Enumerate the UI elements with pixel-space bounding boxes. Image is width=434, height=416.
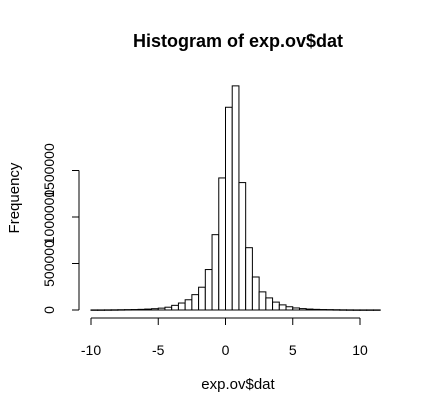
chart-title: Histogram of exp.ov$dat — [133, 31, 343, 51]
histogram-bar-12 — [171, 304, 179, 311]
x-tick-label-2: 0 — [222, 342, 230, 358]
x-tick-label-1: -5 — [152, 342, 165, 358]
y-tick-label-2: 1000000 — [41, 190, 57, 245]
y-tick-label-0: 0 — [41, 306, 57, 314]
histogram-bar-11 — [164, 306, 173, 311]
histogram-bar-21 — [231, 85, 240, 311]
histogram-bar-13 — [177, 302, 186, 311]
histogram-bar-31 — [298, 308, 307, 311]
x-tick-label-4: 10 — [352, 342, 368, 358]
histogram-bar-27 — [272, 301, 280, 311]
x-axis-label: exp.ov$dat — [201, 376, 275, 393]
histogram-bar-17 — [204, 269, 213, 311]
histogram-bar-14 — [184, 299, 193, 311]
histogram-bar-10 — [157, 307, 166, 311]
histogram-bar-30 — [292, 307, 300, 311]
y-tick-label-1: 500000 — [41, 240, 57, 287]
x-axis: -10 -5 0 5 10 — [81, 317, 368, 358]
histogram-bar-33 — [312, 308, 321, 311]
histogram-bar-28 — [278, 304, 287, 311]
histogram-bar-22 — [238, 182, 247, 311]
histogram-bars — [90, 85, 381, 311]
y-axis-label: Frequency — [6, 162, 23, 233]
histogram-bar-16 — [198, 286, 206, 311]
histogram-bar-8 — [144, 308, 153, 311]
histogram-bar-20 — [225, 106, 233, 311]
histogram-bar-15 — [191, 294, 200, 311]
histogram-bar-26 — [265, 297, 274, 311]
histogram-bar-25 — [258, 291, 267, 311]
y-tick-label-3: 1500000 — [41, 143, 57, 198]
histogram-bar-7 — [137, 308, 146, 311]
histogram-bar-18 — [211, 234, 220, 311]
histogram-bar-19 — [218, 177, 227, 311]
histogram-bar-24 — [251, 276, 260, 311]
histogram-bar-29 — [285, 306, 294, 311]
histogram-bar-32 — [305, 308, 314, 311]
histogram-bar-23 — [245, 247, 253, 311]
x-tick-label-3: 5 — [289, 342, 297, 358]
histogram-bar-9 — [151, 308, 159, 311]
x-tick-label-0: -10 — [81, 342, 101, 358]
